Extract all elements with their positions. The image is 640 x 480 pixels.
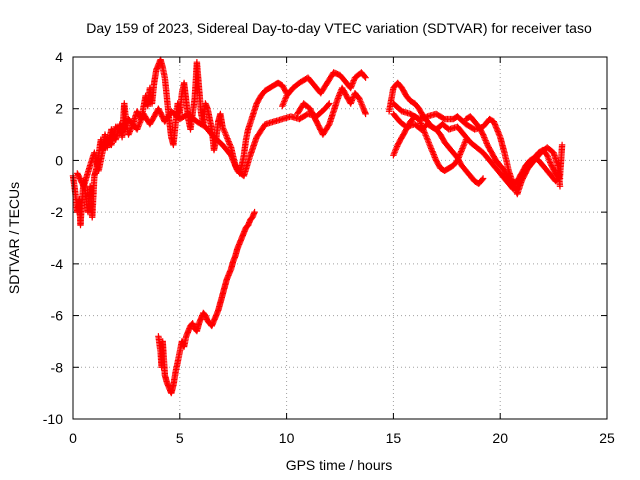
- data-point: [226, 141, 233, 148]
- x-tick-label: 20: [492, 430, 508, 446]
- data-point: [479, 175, 487, 182]
- y-tick-label: 4: [55, 49, 63, 65]
- y-tick-label: -6: [51, 308, 64, 324]
- y-tick-label: 2: [55, 101, 63, 117]
- data-point: [125, 129, 133, 137]
- data-point: [544, 153, 551, 160]
- series-10: [462, 113, 566, 187]
- data-point: [457, 148, 465, 155]
- series-4: [279, 69, 369, 110]
- series-2: [74, 100, 333, 190]
- x-tick-label: 25: [599, 430, 615, 446]
- data-point: [251, 208, 258, 216]
- data-point: [362, 110, 369, 118]
- data-point: [422, 132, 429, 139]
- y-tick-label: -2: [51, 204, 64, 220]
- y-tick-label: -8: [51, 359, 64, 375]
- x-tick-label: 10: [279, 430, 295, 446]
- grid-lines: [73, 57, 607, 419]
- data-point: [546, 158, 553, 165]
- data-point: [326, 100, 333, 107]
- x-tick-label: 5: [176, 430, 184, 446]
- x-tick-label: 0: [69, 430, 77, 446]
- y-tick-label: -4: [51, 256, 64, 272]
- data-point: [280, 100, 287, 107]
- data-point: [481, 135, 489, 143]
- y-axis-label: SDTVAR / TECUs: [6, 182, 22, 294]
- data-point: [392, 146, 399, 153]
- data-point: [220, 126, 227, 133]
- data-point: [558, 141, 566, 149]
- data-point: [357, 98, 364, 105]
- data-series: [69, 56, 566, 397]
- chart-title: Day 159 of 2023, Sidereal Day-to-day VTE…: [86, 20, 592, 36]
- series-3: [155, 208, 258, 397]
- x-tick-labels: 0 5 10 15 20 25: [69, 430, 615, 446]
- x-tick-label: 15: [386, 430, 402, 446]
- y-tick-label: 0: [55, 152, 63, 168]
- data-point: [361, 73, 368, 80]
- data-point: [547, 159, 554, 166]
- data-point: [479, 176, 486, 183]
- data-point: [556, 183, 564, 190]
- data-point: [362, 74, 369, 81]
- plot-frame: [72, 56, 608, 420]
- data-point: [428, 146, 435, 154]
- data-point: [325, 101, 332, 108]
- y-tick-label: -10: [43, 411, 63, 427]
- y-tick-labels: -10 -8 -6 -4 -2 0 2 4: [43, 49, 63, 427]
- x-axis-label: GPS time / hours: [286, 457, 393, 473]
- series-5: [294, 84, 369, 138]
